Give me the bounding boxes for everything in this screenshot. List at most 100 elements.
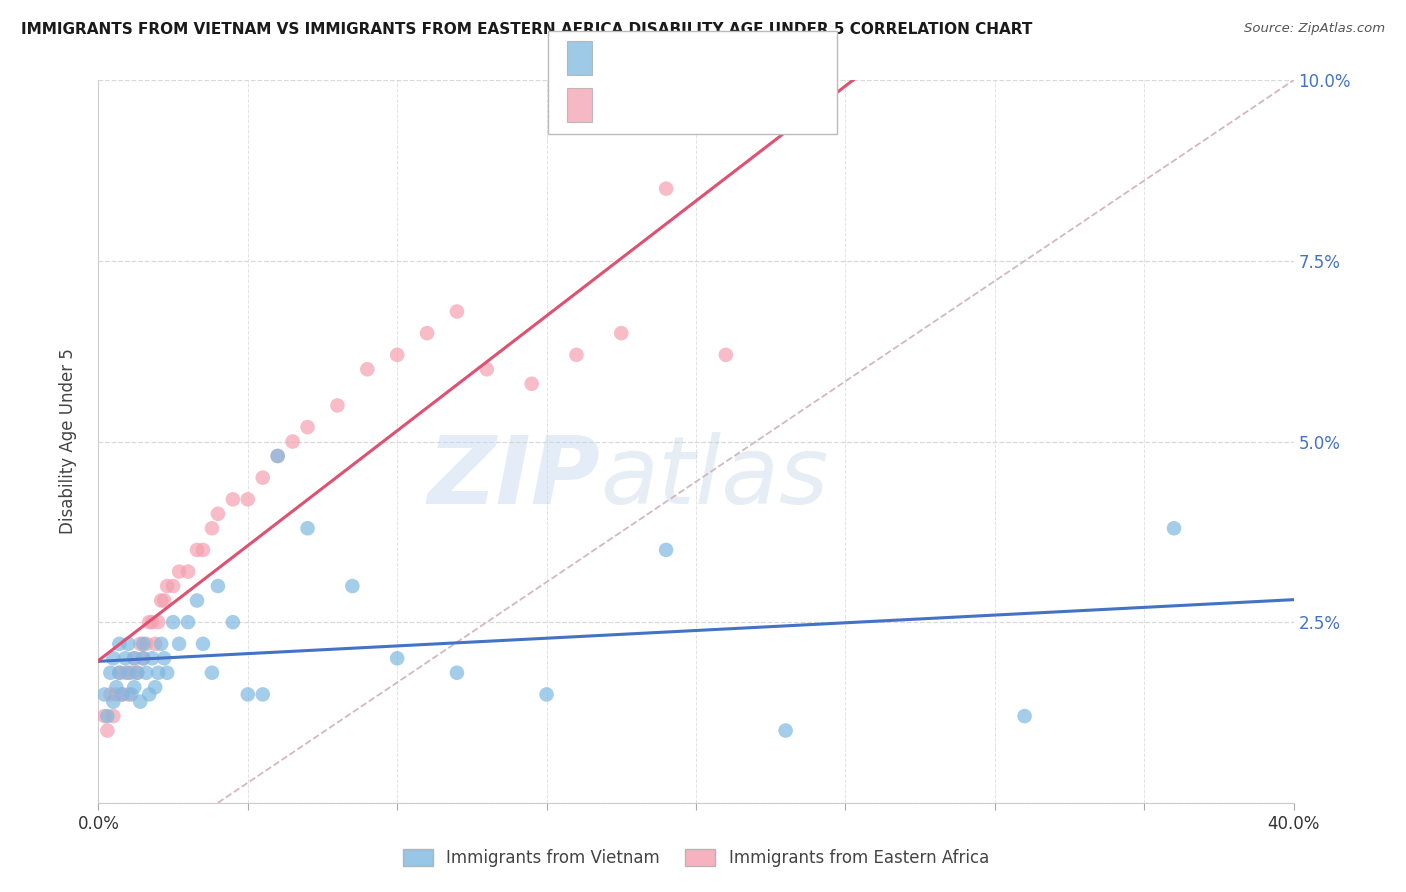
Point <box>252 471 274 485</box>
Point <box>1163 521 1185 535</box>
Point <box>117 637 139 651</box>
Point <box>186 593 208 607</box>
Point <box>103 695 125 709</box>
Point <box>148 615 170 630</box>
Text: R =  0.659   N = 46: R = 0.659 N = 46 <box>600 96 758 112</box>
Point <box>267 449 290 463</box>
Point <box>446 665 468 680</box>
Point <box>111 687 134 701</box>
Point <box>141 651 163 665</box>
Point <box>191 542 214 557</box>
Point <box>127 665 149 680</box>
Point <box>135 637 157 651</box>
Point <box>236 492 259 507</box>
Point <box>105 680 128 694</box>
Point <box>127 665 149 680</box>
Point <box>475 362 498 376</box>
Point <box>1014 709 1036 723</box>
Point <box>132 651 155 665</box>
Point <box>252 687 274 701</box>
Point <box>124 680 146 694</box>
Point <box>96 723 118 738</box>
Point <box>186 542 208 557</box>
Point <box>114 665 136 680</box>
Point <box>143 680 166 694</box>
Text: ZIP: ZIP <box>427 432 600 524</box>
Point <box>281 434 304 449</box>
Point <box>207 579 229 593</box>
Point <box>138 687 160 701</box>
Point <box>96 709 118 723</box>
Point <box>98 665 122 680</box>
Point <box>536 687 558 701</box>
Point <box>108 665 131 680</box>
Point <box>148 665 170 680</box>
Point <box>520 376 543 391</box>
Point <box>156 579 179 593</box>
Point <box>385 348 409 362</box>
Point <box>191 637 214 651</box>
Point <box>714 348 737 362</box>
Point <box>655 182 678 196</box>
Point <box>207 507 229 521</box>
Point <box>416 326 439 340</box>
Point <box>222 615 245 630</box>
Point <box>201 665 224 680</box>
Point <box>267 449 290 463</box>
Point <box>98 687 122 701</box>
Point <box>297 521 319 535</box>
Point <box>446 304 468 318</box>
Point <box>153 593 176 607</box>
Point <box>167 565 190 579</box>
Point <box>150 637 173 651</box>
Point <box>236 687 259 701</box>
Point <box>222 492 245 507</box>
Point <box>132 651 155 665</box>
Point <box>153 651 176 665</box>
Point <box>162 579 184 593</box>
Point <box>775 723 797 738</box>
Point <box>565 348 588 362</box>
Point <box>141 615 163 630</box>
Point <box>297 420 319 434</box>
Point <box>356 362 378 376</box>
Point <box>93 687 115 701</box>
Point <box>93 709 115 723</box>
Legend: Immigrants from Vietnam, Immigrants from Eastern Africa: Immigrants from Vietnam, Immigrants from… <box>396 842 995 874</box>
Text: Source: ZipAtlas.com: Source: ZipAtlas.com <box>1244 22 1385 36</box>
Point <box>167 637 190 651</box>
Point <box>138 615 160 630</box>
Point <box>342 579 364 593</box>
Point <box>162 615 184 630</box>
Point <box>103 709 125 723</box>
Point <box>105 687 128 701</box>
Point <box>117 665 139 680</box>
Point <box>129 637 152 651</box>
Point <box>117 687 139 701</box>
Text: IMMIGRANTS FROM VIETNAM VS IMMIGRANTS FROM EASTERN AFRICA DISABILITY AGE UNDER 5: IMMIGRANTS FROM VIETNAM VS IMMIGRANTS FR… <box>21 22 1032 37</box>
Point <box>143 637 166 651</box>
Y-axis label: Disability Age Under 5: Disability Age Under 5 <box>59 349 77 534</box>
Point <box>108 637 131 651</box>
Point <box>135 665 157 680</box>
Point <box>150 593 173 607</box>
Point <box>111 687 134 701</box>
Point <box>103 651 125 665</box>
Point <box>326 398 349 412</box>
Point <box>120 665 142 680</box>
Point <box>610 326 633 340</box>
Point <box>201 521 224 535</box>
Point <box>132 637 155 651</box>
Point <box>120 687 142 701</box>
Text: atlas: atlas <box>600 432 828 524</box>
Point <box>156 665 179 680</box>
Point <box>124 651 146 665</box>
Point <box>124 651 146 665</box>
Point <box>129 695 152 709</box>
Point <box>177 565 200 579</box>
Point <box>114 651 136 665</box>
Text: R =  0.112   N = 47: R = 0.112 N = 47 <box>600 50 758 65</box>
Point <box>177 615 200 630</box>
Point <box>655 542 678 557</box>
Point <box>385 651 409 665</box>
